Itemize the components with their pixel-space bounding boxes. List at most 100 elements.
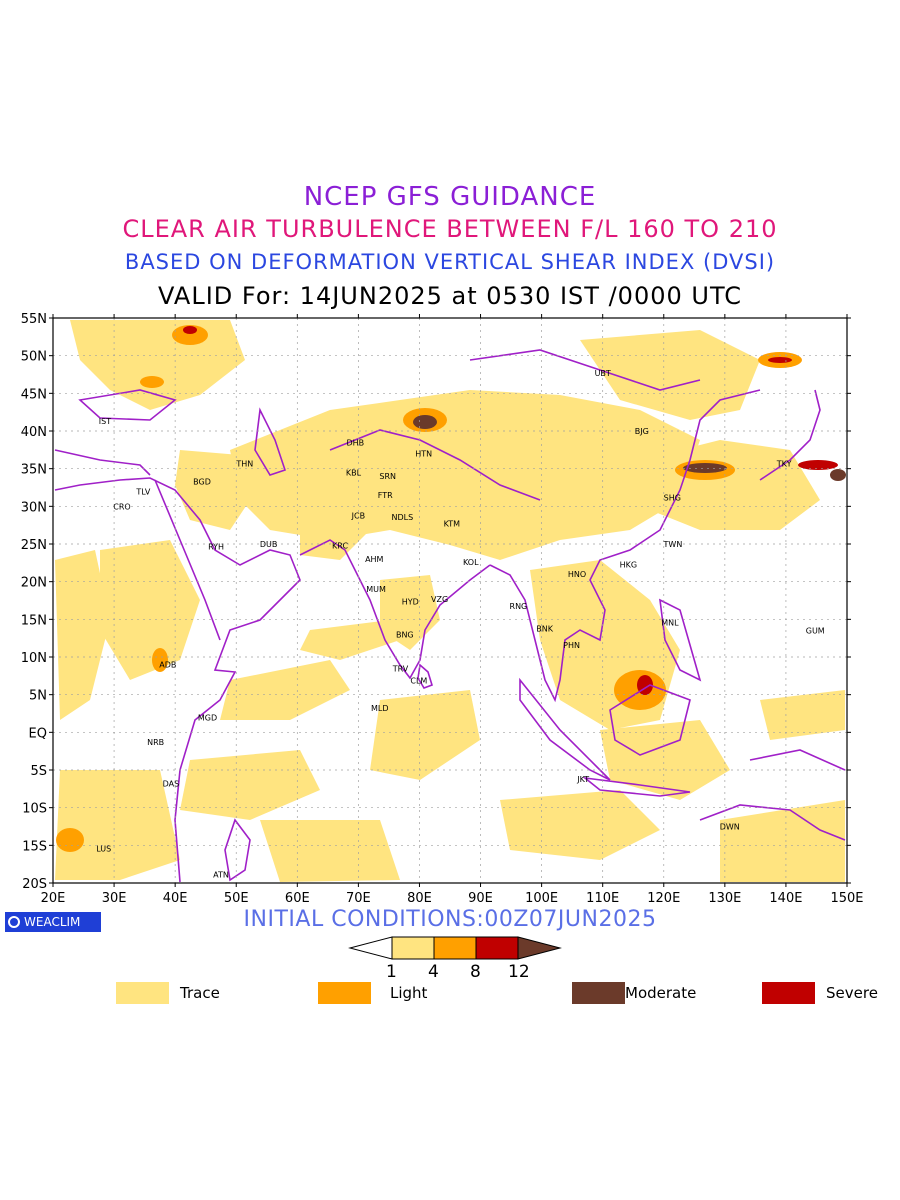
station-hyd: HYD	[402, 597, 419, 606]
lat-tick-label: 45N	[21, 387, 47, 402]
weaclim-logo: WEACLIM	[5, 912, 101, 932]
lat-tick-label: 15S	[22, 839, 47, 854]
trace-region	[760, 690, 845, 740]
lon-tick-label: 30E	[102, 891, 127, 906]
turbulence-map: 55N 50N 45N 40N 35N 30N 25N 20N 15N 10N 5N EQ 5S 10S 1…	[21, 312, 864, 906]
coastline-sri-lanka	[417, 663, 433, 689]
trace-region	[180, 750, 320, 820]
station-ahm: AHM	[365, 555, 383, 564]
station-das: DAS	[163, 780, 180, 789]
station-twn: TWN	[663, 540, 683, 549]
trace-region	[260, 820, 400, 882]
legend-swatch-light	[318, 982, 371, 1004]
station-srn: SRN	[379, 472, 396, 481]
colorbar	[348, 936, 562, 960]
legend-label-moderate: Moderate	[625, 984, 697, 1002]
lat-tick-label: 20S	[22, 877, 47, 892]
chart-title: NCEP GFS GUIDANCE	[303, 182, 597, 212]
station-ubt: UBT	[595, 369, 611, 378]
colorbar-segment	[475, 936, 519, 960]
trace-region	[600, 720, 730, 800]
turbulence-layer	[55, 320, 846, 882]
trace-region	[370, 690, 480, 780]
border-tibet-china	[329, 429, 541, 501]
coastline-australia	[699, 804, 846, 841]
valid-time: VALID For: 14JUN2025 at 0530 IST /0000 U…	[158, 282, 742, 310]
lat-tick-label: 40N	[21, 425, 47, 440]
station-trv: TRV	[392, 664, 409, 673]
lat-tick-label: 15N	[21, 613, 47, 628]
legend-label-severe: Severe	[826, 984, 878, 1002]
station-jcb: JCB	[351, 511, 365, 520]
severe-patch	[768, 357, 792, 363]
severe-patch	[183, 326, 197, 334]
colorbar-low-arrow	[348, 936, 393, 960]
station-adb: ADB	[159, 661, 176, 670]
station-bng: BNG	[396, 630, 414, 639]
lon-tick-label: 20E	[41, 891, 66, 906]
lon-tick-label: 110E	[586, 891, 619, 906]
station-mld: MLD	[371, 704, 389, 713]
station-bnk: BNK	[536, 624, 553, 633]
legend-swatch-trace	[116, 982, 169, 1004]
coastline-philippines	[659, 598, 702, 682]
station-vzg: VZG	[431, 595, 448, 604]
station-tky: TKY	[776, 459, 792, 468]
lat-tick-label: 20N	[21, 576, 47, 591]
lat-tick-label: 5N	[29, 689, 47, 704]
trace-region	[175, 450, 250, 530]
station-bjg: BJG	[635, 427, 649, 436]
station-htn: HTN	[415, 450, 432, 459]
station-ryh: RYH	[208, 542, 224, 551]
lon-tick-label: 90E	[468, 891, 493, 906]
axis-ticks	[49, 314, 851, 887]
station-gum: GUM	[806, 627, 825, 636]
station-krc: KRC	[332, 542, 348, 551]
station-jkt: JKT	[576, 775, 589, 784]
station-cro: CRO	[113, 502, 130, 511]
coastline-black-sea	[78, 389, 177, 421]
light-patch	[140, 376, 164, 388]
moderate-patch	[830, 469, 846, 481]
coastline-africa-arabia	[54, 477, 301, 883]
map-frame	[52, 317, 848, 884]
trace-region	[640, 440, 820, 530]
colorbar-high-arrow	[517, 936, 562, 960]
coastline-mediterranean	[54, 449, 151, 476]
logo-text: WEACLIM	[24, 915, 81, 929]
coastline-java	[582, 776, 691, 797]
colorbar-label: 12	[508, 962, 530, 982]
station-ktm: KTM	[444, 520, 461, 529]
lon-tick-label: 50E	[224, 891, 249, 906]
light-patch	[56, 828, 84, 852]
lon-tick-label: 140E	[769, 891, 802, 906]
station-mum: MUM	[366, 585, 386, 594]
station-bgd: BGD	[193, 477, 211, 486]
lat-tick-label: 30N	[21, 500, 47, 515]
station-labels: UBT IST DHB HTN BJG THN KBL SRN TKY TLV BGD CRO FTR S…	[96, 369, 825, 880]
lon-tick-label: 120E	[647, 891, 680, 906]
colorbar-segment	[433, 936, 477, 960]
station-dhb: DHB	[346, 438, 364, 447]
coastline-india	[299, 539, 491, 680]
station-lus: LUS	[96, 844, 111, 853]
chart-subtitle-index: BASED ON DEFORMATION VERTICAL SHEAR INDE…	[124, 250, 776, 274]
lon-tick-label: 100E	[525, 891, 558, 906]
logo-circle-icon	[8, 916, 20, 928]
colorbar-label: 4	[428, 962, 439, 982]
lat-tick-label: EQ	[29, 726, 47, 741]
colorbar-label: 8	[470, 962, 481, 982]
trace-region	[55, 550, 110, 720]
light-patch	[152, 648, 168, 672]
severe-patch	[798, 460, 838, 470]
grid-lines	[53, 318, 847, 883]
coastline-red-sea	[154, 479, 221, 641]
trace-region	[55, 770, 180, 880]
lon-tick-label: 130E	[708, 891, 741, 906]
lon-tick-label: 150E	[830, 891, 863, 906]
station-hno: HNO	[568, 570, 586, 579]
lon-tick-label: 80E	[407, 891, 432, 906]
station-dub: DUB	[260, 540, 278, 549]
trace-region	[100, 540, 200, 680]
station-ist: IST	[99, 417, 111, 426]
